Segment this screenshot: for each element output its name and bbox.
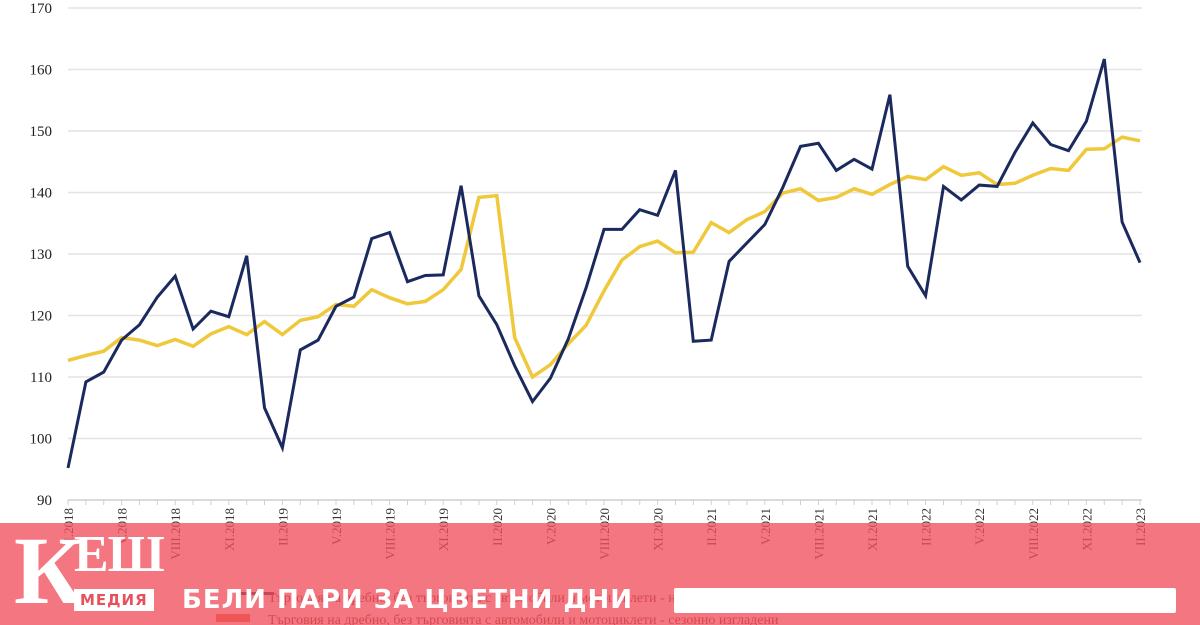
gridlines	[68, 7, 1142, 501]
y-tick-label: 160	[30, 63, 53, 79]
y-tick-label: 120	[30, 309, 53, 325]
series-line-unadjusted	[66, 58, 1142, 469]
keshmedia-logo[interactable]: К ЕШ МЕДИЯ	[14, 523, 166, 619]
y-tick-label: 170	[30, 1, 53, 17]
y-tick-label: 150	[30, 124, 53, 140]
y-tick-label: 130	[30, 247, 53, 263]
banner-slogan: БЕЛИ ПАРИ ЗА ЦВЕТНИ ДНИ	[182, 585, 634, 615]
series-line-seasonally-adjusted	[67, 135, 1141, 380]
y-tick-label: 140	[30, 186, 53, 202]
logo-letters: ЕШ	[74, 526, 165, 583]
logo-subtitle: МЕДИЯ	[74, 589, 154, 611]
y-tick-label: 110	[30, 370, 52, 386]
logo-letter-k: К	[14, 517, 84, 624]
banner-ad-box[interactable]	[674, 588, 1176, 613]
data-series	[66, 58, 1142, 469]
y-axis: 90 100 110 120 130 140 150 160 170	[30, 1, 53, 509]
y-tick-label: 90	[37, 493, 52, 509]
y-tick-label: 100	[30, 432, 53, 448]
